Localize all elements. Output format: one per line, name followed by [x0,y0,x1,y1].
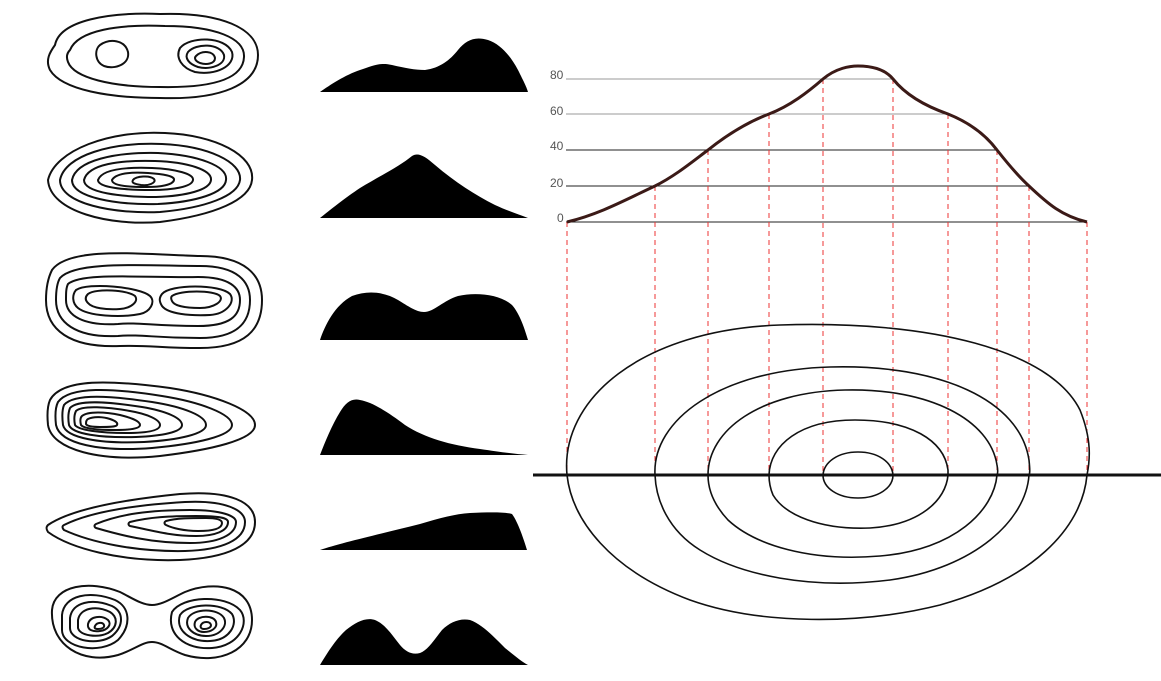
silhouette-6 [320,619,528,665]
contour-map-1 [46,12,260,100]
contour-60 [768,419,949,529]
silhouette-3 [320,292,528,340]
elevation-lines [566,78,1087,223]
elevation-labels: 80 60 40 20 0 [550,68,564,225]
silhouette-4 [320,399,528,455]
silhouette-2 [320,154,528,218]
projection-lines [566,79,1088,475]
contour-map-2 [46,131,254,224]
contour-40 [707,389,999,558]
contour-80 [822,451,894,499]
contour-maps-column [44,12,264,660]
profile-curve [566,64,1088,224]
contour-20 [654,366,1031,584]
profile-construction: 80 60 40 20 0 [533,64,1161,621]
contour-map-4 [46,381,257,459]
contour-0 [565,323,1091,621]
contour-map-3 [44,252,264,350]
elevation-label-60: 60 [550,104,564,118]
elevation-label-0: 0 [557,211,564,225]
elevation-label-80: 80 [550,68,564,82]
silhouette-5 [320,512,527,550]
contour-map-5 [45,492,257,562]
elevation-label-40: 40 [550,139,564,153]
contour-map-6 [50,584,254,660]
profile-silhouettes-column [320,38,528,665]
plan-contours [565,323,1091,621]
silhouette-1 [320,38,528,92]
elevation-label-20: 20 [550,176,564,190]
